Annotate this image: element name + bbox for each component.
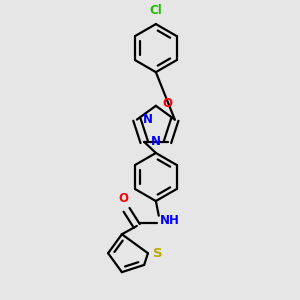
Text: Cl: Cl bbox=[149, 4, 162, 17]
Text: O: O bbox=[118, 192, 128, 206]
Text: N: N bbox=[151, 135, 161, 148]
Text: S: S bbox=[153, 247, 163, 260]
Text: N: N bbox=[143, 113, 153, 126]
Text: NH: NH bbox=[160, 214, 180, 226]
Text: O: O bbox=[162, 97, 172, 110]
